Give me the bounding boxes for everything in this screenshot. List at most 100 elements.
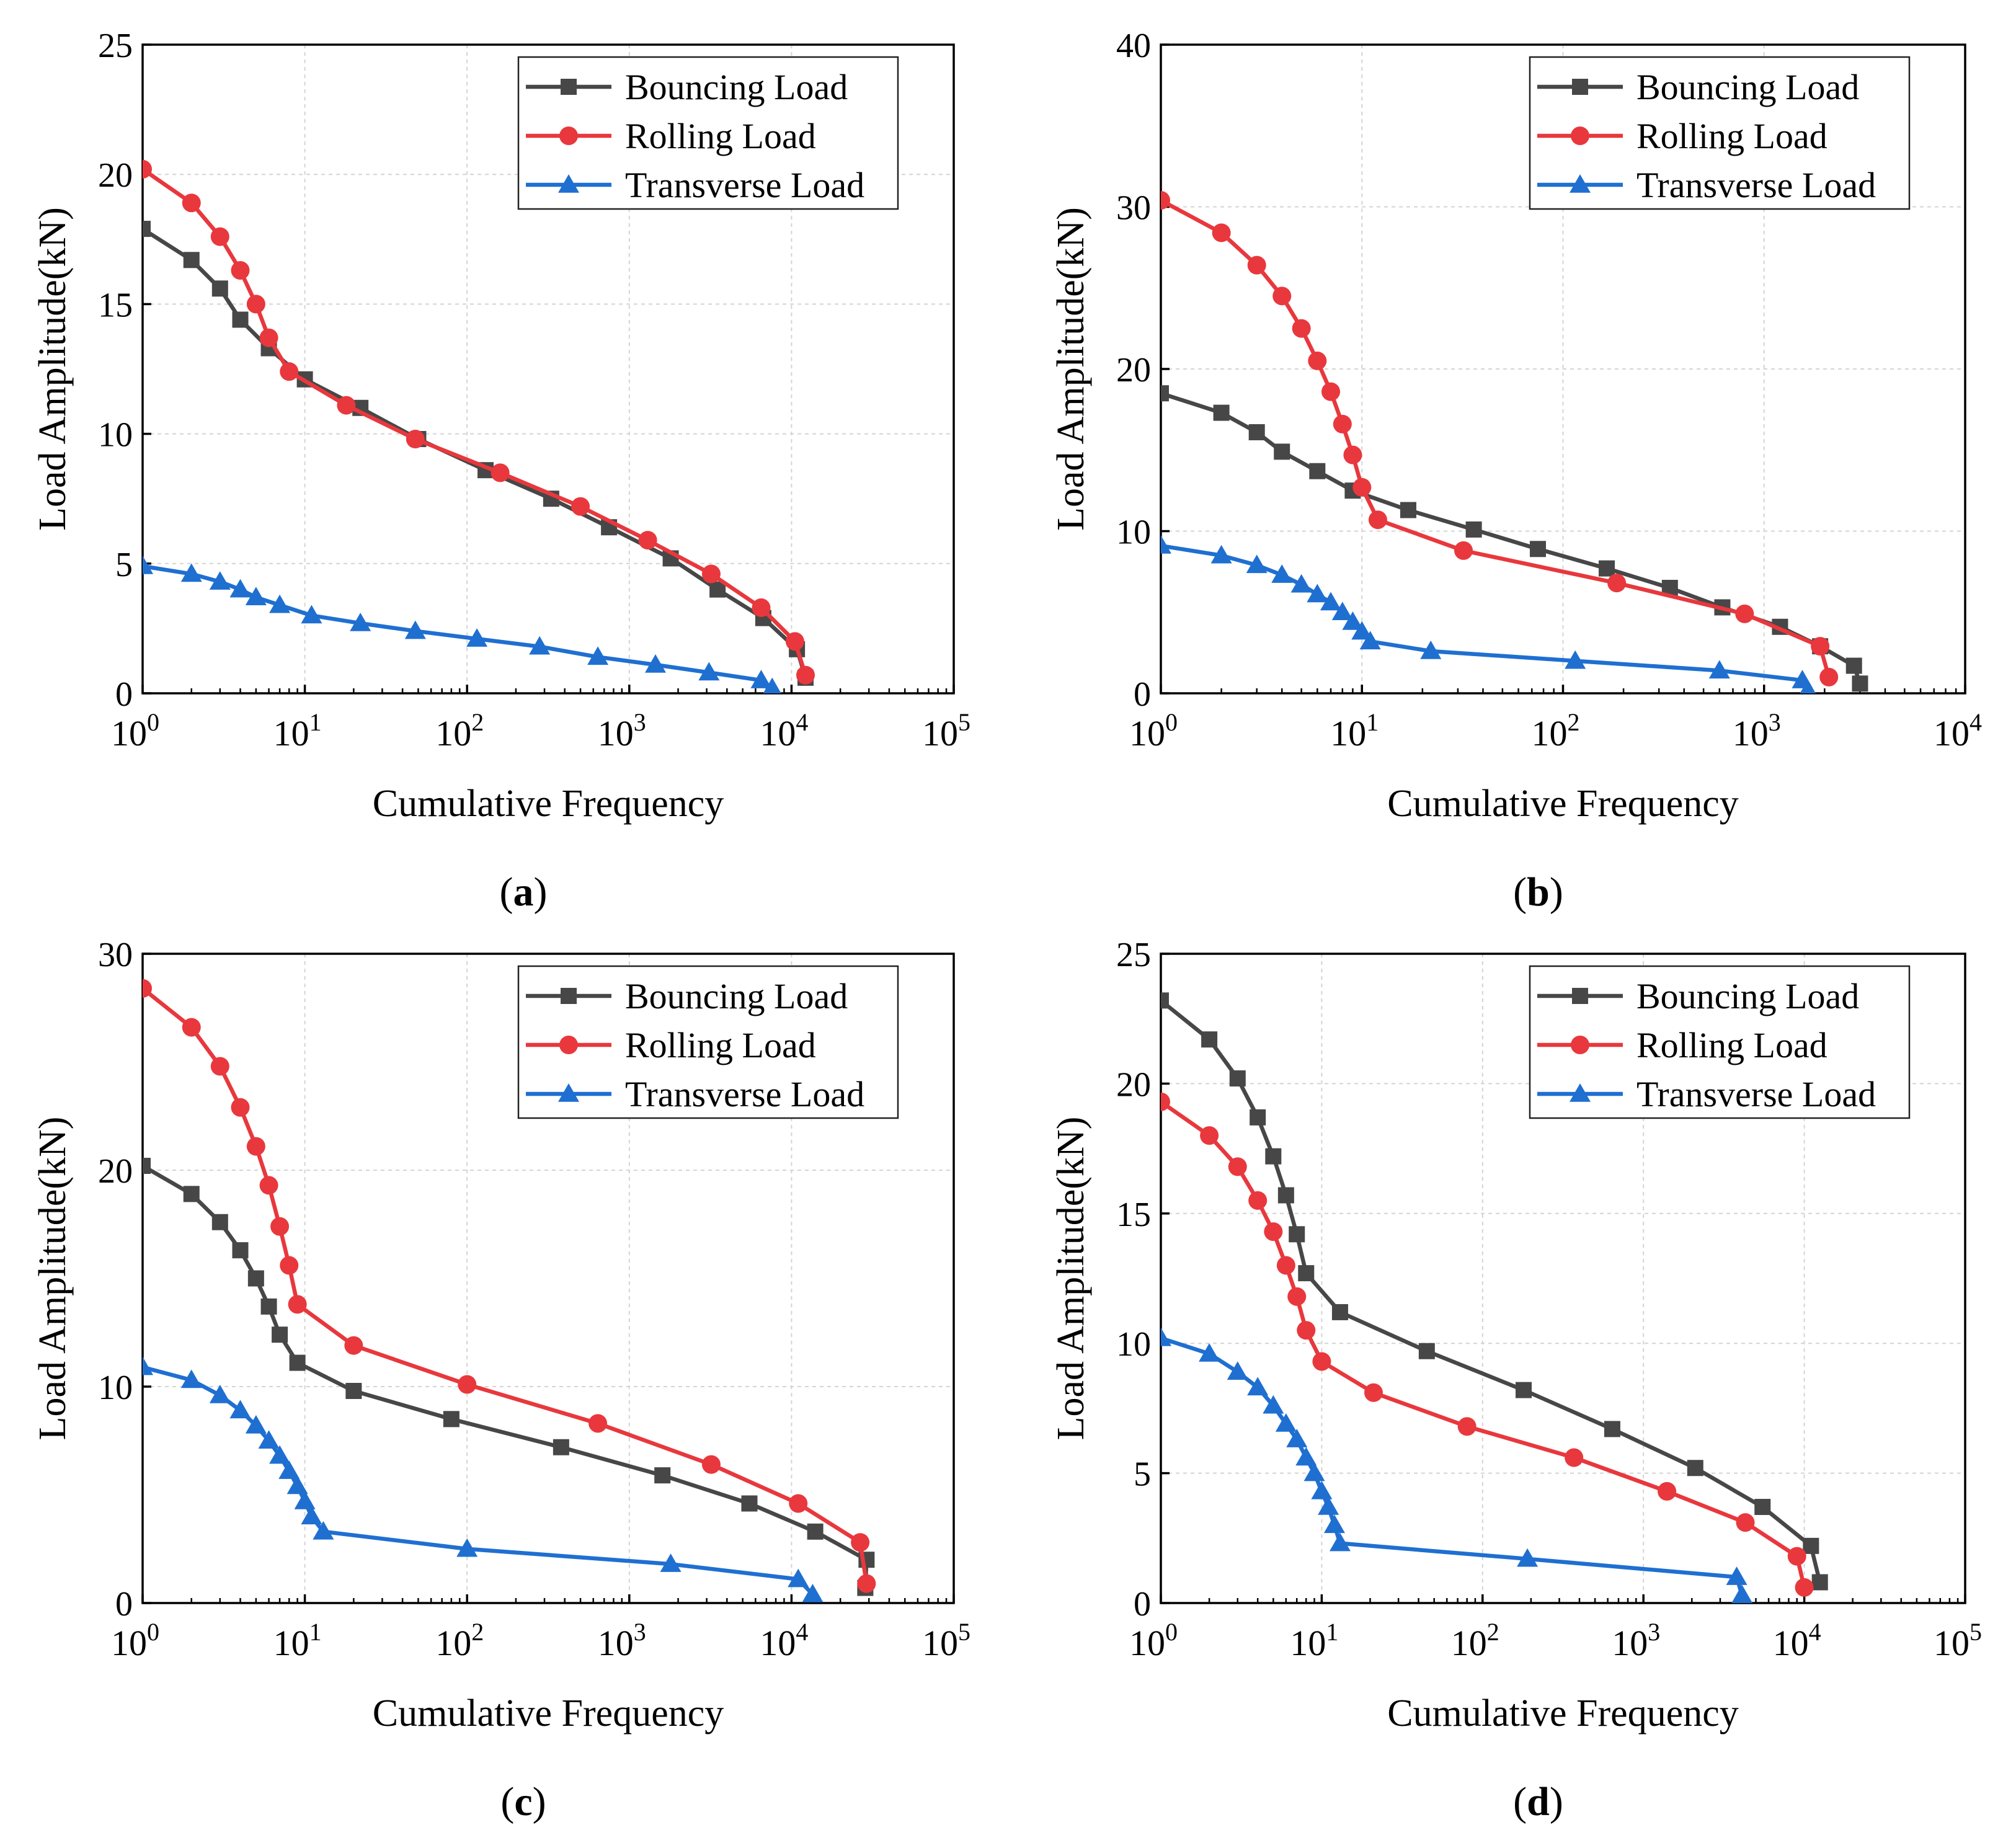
data-point-circle [458,1375,477,1394]
x-tick-label: 101 [273,1618,322,1663]
data-point-circle [143,159,152,179]
data-point-circle [280,362,299,381]
series-line-triangle [143,1365,814,1596]
data-point-circle [1297,1321,1316,1340]
legend-box [1529,965,1911,1119]
chart-panel-c: 0 10 20 30 100 101 102 103 104 105 Cumulative Freq… [32,936,970,1824]
data-point-square [553,1439,569,1455]
data-point-circle [1333,414,1352,433]
data-point-circle [752,598,771,617]
data-point-circle [571,497,590,516]
x-tick-label: 102 [435,1618,484,1663]
data-point-circle [1607,574,1627,593]
plot-frame [141,953,955,1604]
data-point-triangle [1351,621,1373,640]
y-axis-title: Load Amplitude(kN) [32,1117,74,1441]
y-tick-label: 20 [98,1152,133,1191]
series-line-square [1161,998,1822,1583]
data-point-triangle [1275,1413,1297,1432]
series-line-circle [143,987,869,1584]
data-point-square [345,1382,362,1399]
data-point-square [1289,1226,1305,1243]
data-point-triangle [587,646,609,665]
x-tick-label: 102 [1532,708,1580,753]
data-point-triangle [209,1384,231,1403]
data-point-circle [1248,1191,1268,1210]
data-point-triangle [1708,660,1730,679]
data-point-square [1687,1460,1703,1477]
y-tick-label: 25 [1116,936,1151,974]
data-point-triangle [209,571,231,590]
data-point-triangle [1303,1462,1325,1481]
data-point-square [1309,463,1326,479]
data-point-triangle [788,1568,809,1588]
y-axis-title: Load Amplitude(kN) [1050,207,1092,531]
x-tick-label: 101 [273,708,322,753]
data-point-triangle [1323,1514,1345,1534]
data-point-circle [259,1176,278,1195]
data-point-circle [270,1217,290,1236]
data-point-circle [280,1256,299,1275]
data-point-triangle [1286,1429,1308,1447]
data-point-triangle [350,613,371,631]
data-point-square [1811,1574,1828,1591]
legend-label: Rolling Load [1636,1025,1827,1065]
plot-frame [1160,953,1966,1604]
legend-label: Transverse Load [625,1074,864,1114]
data-point-circle [231,1098,250,1117]
data-point-triangle [645,654,667,673]
data-point-circle [1228,1157,1247,1176]
x-tick-label: 102 [1451,1618,1499,1663]
series-line-square [143,227,808,678]
data-point-circle [1308,351,1327,370]
y-tick-label: 25 [98,27,133,65]
data-point-square [183,252,200,269]
legend-label: Rolling Load [1636,116,1827,156]
series-line-circle [1161,1100,1806,1588]
data-point-triangle [1342,611,1364,630]
data-point-square [247,1270,264,1287]
x-tick-label: 105 [1934,1618,1982,1663]
legend-marker-triangle [1570,1083,1591,1102]
data-point-circle [1736,1513,1755,1532]
data-point-circle [288,1295,307,1314]
y-tick-label: 20 [1116,1065,1151,1104]
data-point-circle [1811,637,1830,656]
y-axis-title: Load Amplitude(kN) [1050,1117,1092,1441]
x-tick-label: 104 [1773,1618,1821,1663]
x-tick-label: 103 [598,1618,646,1663]
data-point-triangle [301,1506,322,1525]
data-point-square [1248,424,1265,440]
data-point-circle [701,1455,721,1474]
chart-panel-a: 0 5 10 15 20 25 100 101 102 103 104 105 Cumulative F… [32,27,970,915]
data-point-circle [851,1533,870,1552]
x-tick-label: 105 [922,1618,970,1663]
data-point-square [232,311,249,328]
y-tick-label: 0 [1134,675,1151,714]
data-point-square [1265,1148,1282,1165]
series-line-triangle [143,564,774,690]
data-point-circle [1735,604,1754,623]
legend-label: Rolling Load [625,116,816,156]
data-point-circle [1795,1578,1814,1597]
series-line-circle [1161,198,1831,678]
data-point-triangle [1318,1496,1339,1515]
data-point-triangle [1329,1532,1351,1552]
y-tick-label: 15 [98,286,133,324]
data-point-triangle [229,579,251,598]
data-point-circle [259,328,278,347]
x-tick-label: 100 [111,708,159,753]
legend-marker-square [561,79,577,95]
data-point-triangle [1331,602,1353,620]
data-point-circle [337,396,356,415]
data-point-circle [246,1137,265,1156]
panel-label: (c) [500,1779,546,1824]
x-tick-label: 103 [598,708,646,753]
data-point-triangle [278,1460,300,1479]
data-point-circle [1457,1417,1476,1436]
legend-label: Bouncing Load [625,976,848,1016]
data-point-triangle [1290,574,1312,593]
y-tick-label: 0 [115,1585,133,1623]
x-axis-title: Cumulative Frequency [373,1692,724,1735]
data-point-triangle [763,677,781,693]
